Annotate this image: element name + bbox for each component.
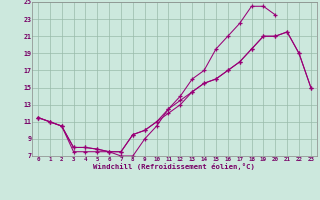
X-axis label: Windchill (Refroidissement éolien,°C): Windchill (Refroidissement éolien,°C) (93, 163, 255, 170)
